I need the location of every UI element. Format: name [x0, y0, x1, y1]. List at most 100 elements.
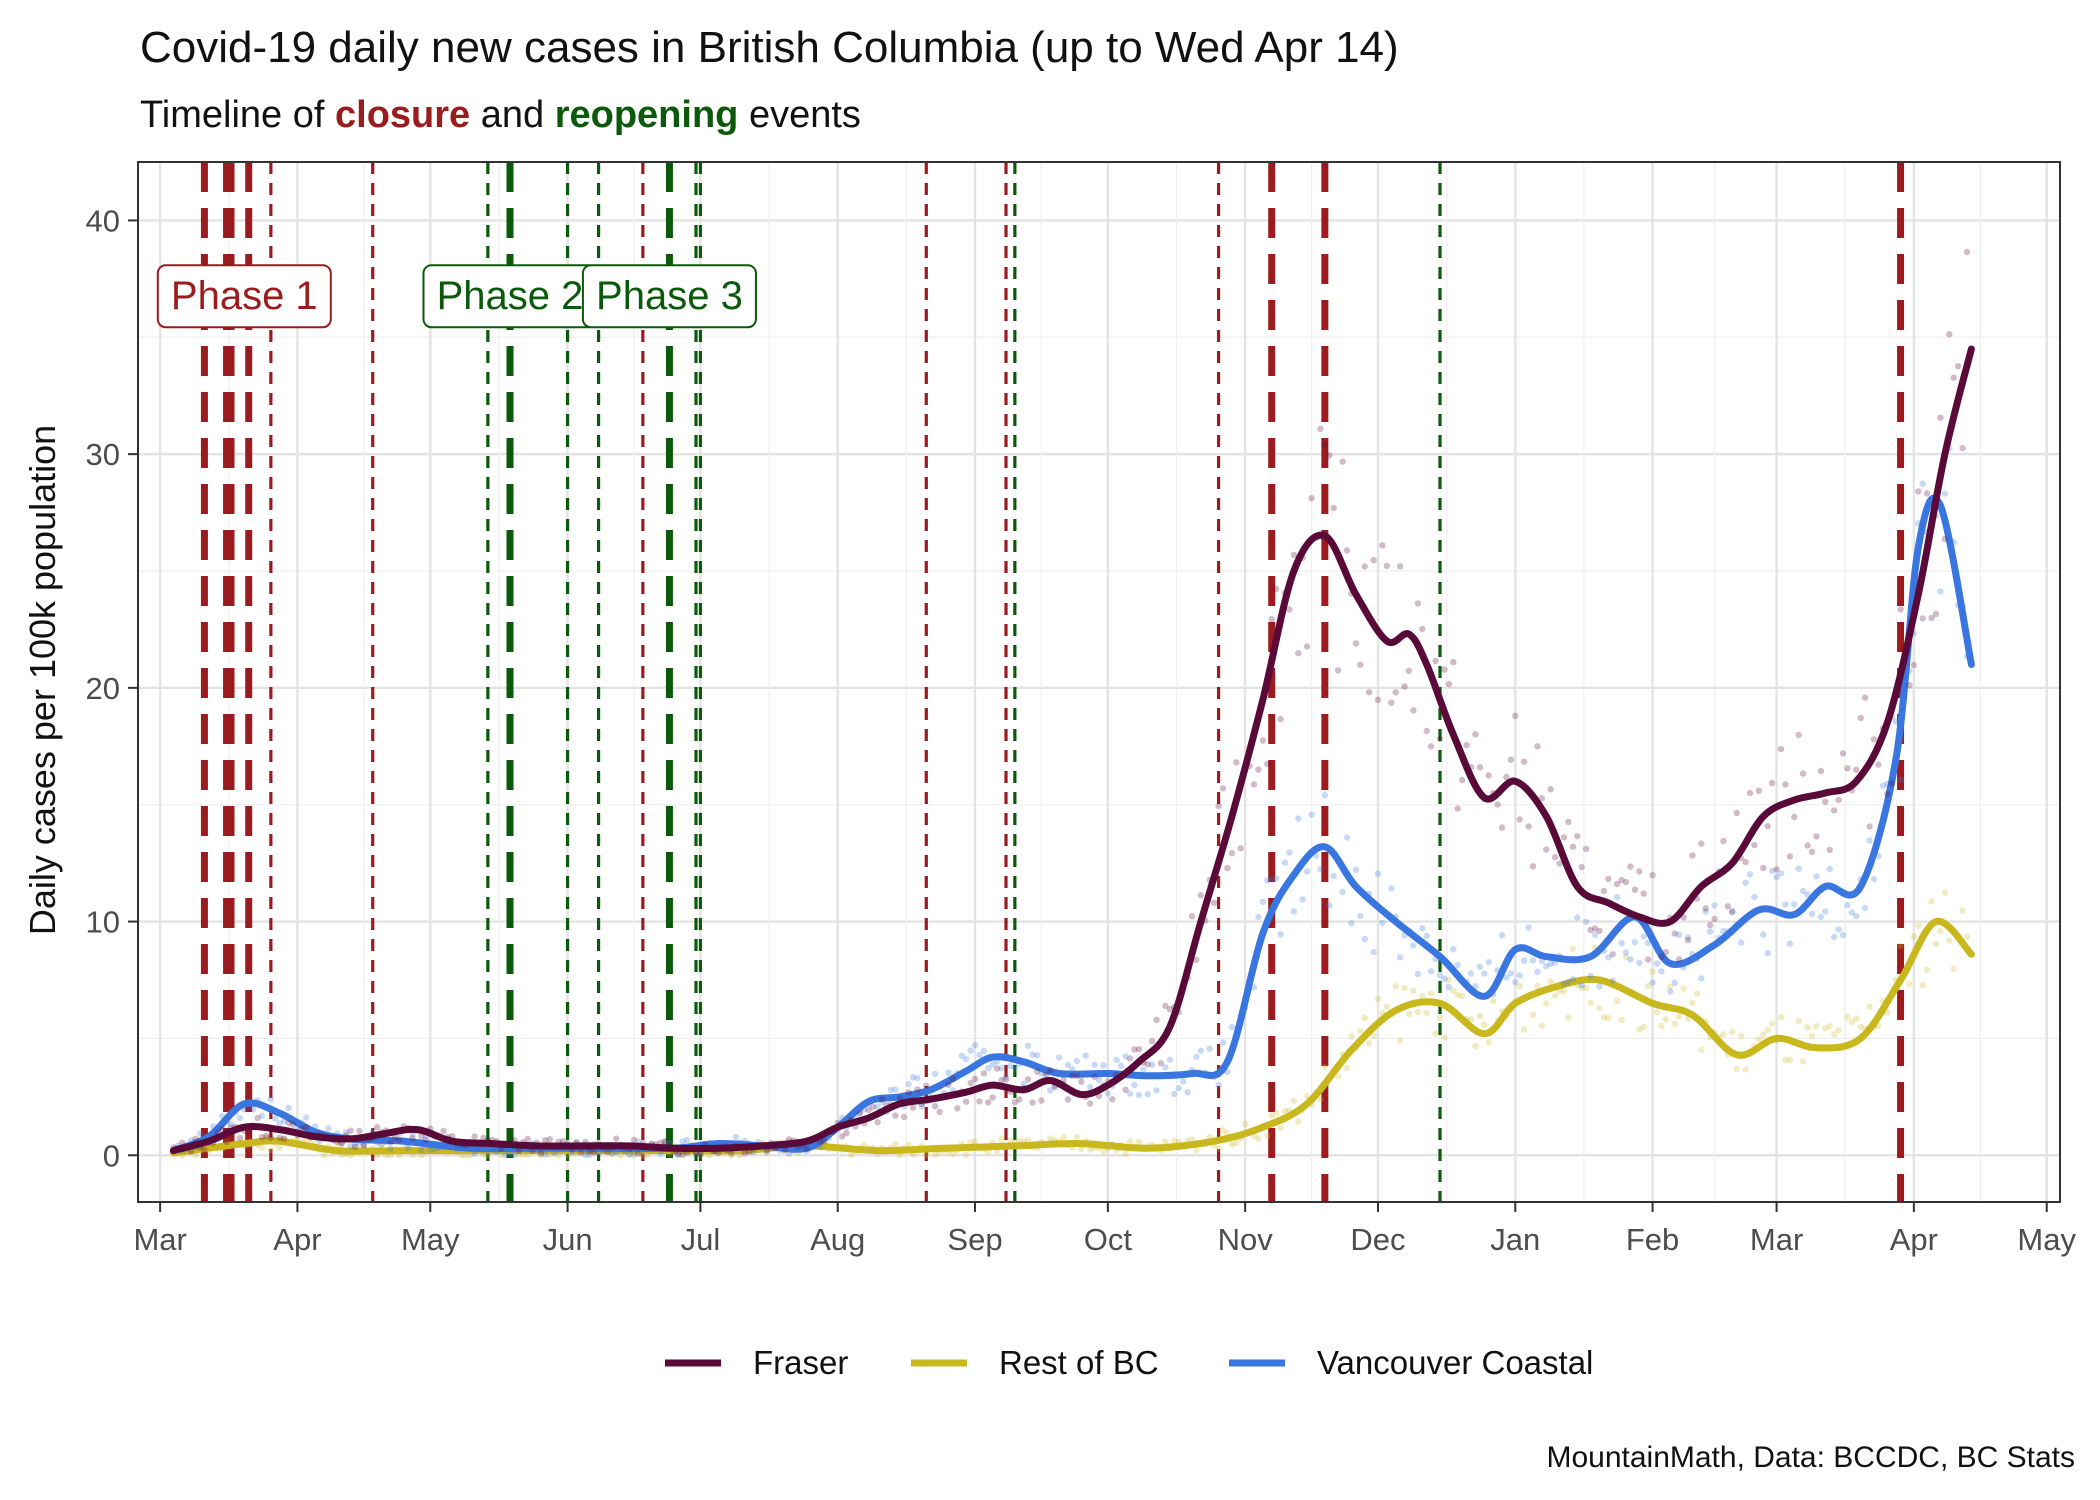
- raw-point: [1529, 1011, 1537, 1019]
- raw-point: [1126, 1138, 1134, 1145]
- raw-point: [1193, 1053, 1200, 1061]
- phase-label: Phase 3: [596, 274, 743, 318]
- raw-point: [258, 1112, 266, 1119]
- raw-point: [1644, 982, 1652, 990]
- raw-point: [1401, 683, 1408, 690]
- raw-point: [1007, 1062, 1014, 1070]
- raw-point: [874, 1119, 881, 1126]
- x-tick-label: Dec: [1350, 1222, 1405, 1257]
- raw-point: [1826, 846, 1833, 854]
- raw-point: [728, 1150, 735, 1157]
- raw-point: [679, 1138, 686, 1145]
- raw-point: [590, 1149, 598, 1156]
- raw-point: [1897, 776, 1904, 783]
- raw-point: [1627, 863, 1634, 870]
- raw-point: [1392, 983, 1399, 990]
- raw-point: [1255, 766, 1262, 773]
- raw-point: [1565, 818, 1572, 826]
- raw-point: [750, 1148, 757, 1156]
- raw-point: [267, 1096, 275, 1103]
- raw-point: [1640, 1023, 1647, 1031]
- raw-point: [1516, 972, 1523, 979]
- raw-point: [1587, 926, 1594, 934]
- raw-point: [980, 1047, 988, 1055]
- raw-point: [1184, 1089, 1191, 1096]
- raw-point: [1427, 968, 1435, 975]
- raw-point: [387, 1139, 394, 1146]
- raw-point: [980, 1070, 988, 1077]
- raw-point: [781, 1146, 788, 1154]
- x-tick-label: Jul: [681, 1222, 721, 1257]
- raw-point: [1932, 610, 1940, 618]
- raw-point: [1002, 1076, 1010, 1083]
- raw-point: [1746, 871, 1754, 878]
- raw-point: [1485, 959, 1492, 966]
- raw-point: [1357, 912, 1364, 919]
- raw-point: [1330, 872, 1337, 880]
- raw-point: [1295, 815, 1302, 822]
- raw-point: [1609, 977, 1616, 984]
- axes: 0 10 20 30 40 Mar Apr May Jun Jul Aug Sep Oct Nov Dec J…: [86, 203, 2077, 1257]
- raw-point: [1348, 920, 1355, 927]
- raw-point: [1897, 942, 1904, 950]
- raw-point: [1507, 970, 1515, 977]
- raw-point: [1481, 970, 1488, 977]
- raw-point: [1091, 1061, 1098, 1068]
- raw-point: [1954, 363, 1962, 370]
- raw-point: [1228, 1141, 1236, 1148]
- raw-point: [989, 1094, 996, 1101]
- raw-point: [1179, 1078, 1187, 1085]
- raw-point: [1848, 1018, 1856, 1026]
- raw-point: [989, 1061, 996, 1068]
- raw-point: [1126, 1090, 1134, 1097]
- raw-point: [1529, 957, 1537, 964]
- raw-point: [1587, 972, 1594, 980]
- raw-point: [1578, 982, 1585, 989]
- raw-point: [1782, 901, 1789, 908]
- raw-point: [1361, 935, 1368, 943]
- raw-point: [1866, 823, 1873, 830]
- raw-point: [1073, 1057, 1081, 1065]
- raw-point: [900, 1113, 908, 1121]
- raw-point: [1835, 1026, 1842, 1034]
- raw-point: [1450, 659, 1457, 666]
- raw-point: [1755, 787, 1763, 794]
- raw-point: [1560, 834, 1568, 841]
- raw-point: [391, 1134, 399, 1141]
- raw-point: [1029, 1099, 1036, 1106]
- raw-point: [1582, 984, 1590, 992]
- raw-point: [1264, 1132, 1271, 1140]
- raw-point: [1410, 942, 1417, 949]
- raw-point: [1830, 1031, 1838, 1038]
- raw-point: [1064, 1061, 1072, 1069]
- raw-point: [1388, 699, 1395, 706]
- raw-point: [1658, 968, 1665, 975]
- raw-point: [1618, 876, 1625, 884]
- raw-point: [192, 1135, 199, 1143]
- raw-point: [1357, 661, 1364, 668]
- raw-point: [1020, 1080, 1027, 1088]
- raw-point: [1290, 1097, 1298, 1105]
- raw-point: [931, 1103, 939, 1110]
- raw-point: [1742, 879, 1749, 886]
- raw-point: [998, 1076, 1005, 1084]
- raw-point: [1720, 837, 1727, 845]
- raw-point: [1866, 837, 1873, 844]
- raw-point: [387, 1145, 394, 1153]
- raw-point: [1047, 1135, 1054, 1142]
- raw-point: [1175, 1084, 1182, 1092]
- raw-point: [1326, 902, 1333, 909]
- raw-point: [254, 1114, 261, 1122]
- raw-point: [1423, 727, 1430, 735]
- subtitle-closure: closure: [335, 94, 470, 136]
- raw-point: [1441, 975, 1448, 983]
- raw-point: [1875, 761, 1882, 768]
- raw-point: [1423, 932, 1430, 939]
- raw-point: [1937, 588, 1944, 595]
- raw-point: [1512, 978, 1519, 986]
- raw-point: [1215, 1081, 1222, 1089]
- raw-point: [971, 1138, 979, 1145]
- raw-point: [1197, 892, 1205, 899]
- raw-point: [276, 1120, 283, 1127]
- raw-point: [1383, 1003, 1391, 1010]
